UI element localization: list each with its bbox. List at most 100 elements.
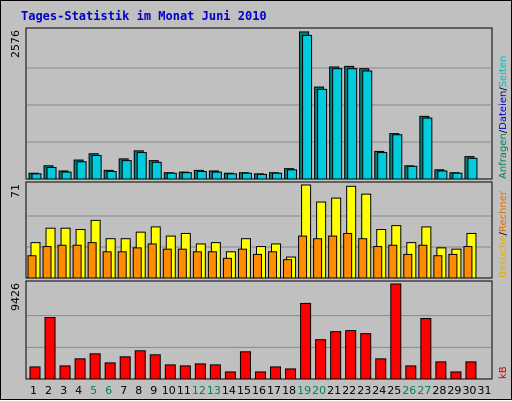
bar-rechner-1 <box>27 255 37 279</box>
bar-kb-4 <box>74 358 86 380</box>
bar-kb-26 <box>405 365 417 380</box>
bar-kb-12 <box>194 363 206 380</box>
legend-entry-visits-0: Besuche <box>498 235 509 278</box>
bar-kb-23 <box>360 333 372 380</box>
x-tick-label-21: 21 <box>327 384 341 397</box>
bar-kb-5 <box>89 353 101 380</box>
x-tick-label-2: 2 <box>45 384 52 397</box>
bar-rechner-11 <box>177 248 187 279</box>
bar-rechner-3 <box>57 244 67 279</box>
legend-hits: Anfragen/Dateien/Seiten <box>498 56 509 179</box>
bar-kb-28 <box>435 361 447 380</box>
bar-dateien-8 <box>136 152 147 180</box>
x-tick-label-26: 26 <box>402 384 416 397</box>
bar-kb-27 <box>420 318 432 380</box>
bar-dateien-24 <box>377 152 388 180</box>
bar-dateien-13 <box>211 171 222 180</box>
bar-dateien-1 <box>31 173 42 180</box>
bar-kb-11 <box>179 365 191 380</box>
bar-kb-3 <box>59 365 71 380</box>
bar-rechner-9 <box>147 243 157 279</box>
bar-rechner-21 <box>328 235 338 279</box>
bar-kb-18 <box>285 368 297 380</box>
x-tick-label-9: 9 <box>150 384 157 397</box>
bar-rechner-13 <box>207 251 217 279</box>
bar-rechner-5 <box>87 242 97 279</box>
x-tick-label-25: 25 <box>387 384 401 397</box>
bar-kb-1 <box>29 366 41 380</box>
bar-kb-8 <box>134 350 146 380</box>
bar-dateien-3 <box>61 171 72 180</box>
bar-rechner-28 <box>433 255 443 279</box>
x-tick-label-24: 24 <box>372 384 386 397</box>
legend-entry-visits-1: / <box>498 231 509 235</box>
bar-rechner-16 <box>252 253 262 279</box>
bar-kb-6 <box>104 362 116 380</box>
x-tick-label-12: 12 <box>192 384 206 397</box>
bar-dateien-12 <box>196 171 207 180</box>
ymax-label-visits: 71 <box>9 184 22 198</box>
panel-kb <box>25 280 493 380</box>
bar-kb-17 <box>270 366 282 380</box>
bar-kb-10 <box>164 364 176 380</box>
bar-rechner-4 <box>72 244 82 279</box>
bar-dateien-30 <box>467 157 478 180</box>
bar-dateien-6 <box>106 171 117 180</box>
bar-kb-29 <box>450 371 462 380</box>
x-tick-label-31: 31 <box>477 384 491 397</box>
panel-hits <box>25 27 493 180</box>
bar-rechner-7 <box>117 251 127 279</box>
legend-entry-hits-4: Seiten <box>498 56 509 88</box>
x-tick-label-17: 17 <box>267 384 281 397</box>
x-tick-label-27: 27 <box>417 384 431 397</box>
bar-kb-7 <box>119 356 131 380</box>
legend-entry-hits-2: Dateien <box>498 91 509 130</box>
bar-rechner-23 <box>358 238 368 279</box>
bar-rechner-19 <box>298 235 308 279</box>
x-tick-label-8: 8 <box>135 384 142 397</box>
x-tick-label-6: 6 <box>105 384 112 397</box>
bar-rechner-14 <box>222 257 232 279</box>
x-tick-label-1: 1 <box>30 384 37 397</box>
bar-rechner-10 <box>162 248 172 279</box>
bar-rechner-20 <box>313 238 323 279</box>
bar-rechner-26 <box>403 253 413 279</box>
x-tick-label-15: 15 <box>237 384 251 397</box>
ymax-label-hits: 2576 <box>9 30 22 58</box>
bar-rechner-8 <box>132 247 142 279</box>
bar-dateien-9 <box>151 161 162 180</box>
bar-rechner-17 <box>268 251 278 279</box>
bar-dateien-2 <box>46 167 57 180</box>
bar-dateien-16 <box>256 173 267 180</box>
bar-dateien-17 <box>272 172 283 180</box>
chart-title: Tages-Statistik im Monat Juni 2010 <box>21 9 267 23</box>
bar-rechner-29 <box>448 253 458 279</box>
bar-kb-20 <box>315 339 327 380</box>
x-tick-label-7: 7 <box>120 384 127 397</box>
bar-kb-9 <box>149 354 161 380</box>
bar-dateien-7 <box>121 160 132 180</box>
legend-kb: kB <box>498 366 509 379</box>
legend-entry-visits-2: Rechner <box>498 190 509 232</box>
bar-rechner-22 <box>343 232 353 279</box>
ymax-label-kb: 9426 <box>9 283 22 311</box>
bar-kb-30 <box>465 361 477 380</box>
bar-rechner-24 <box>373 246 383 279</box>
bar-kb-14 <box>224 371 236 380</box>
legend-entry-hits-3: / <box>498 87 509 91</box>
bar-kb-15 <box>239 351 251 380</box>
bar-dateien-22 <box>347 68 358 180</box>
x-tick-label-14: 14 <box>222 384 236 397</box>
bar-rechner-2 <box>42 246 52 279</box>
x-tick-label-10: 10 <box>162 384 176 397</box>
bar-kb-13 <box>209 364 221 380</box>
legend-entry-hits-0: Anfragen <box>498 133 509 179</box>
bar-dateien-23 <box>362 70 373 180</box>
x-tick-label-3: 3 <box>60 384 67 397</box>
bar-rechner-27 <box>418 244 428 279</box>
bar-rechner-25 <box>388 244 398 279</box>
bar-dateien-29 <box>452 172 463 180</box>
bar-dateien-5 <box>91 154 102 180</box>
x-tick-label-29: 29 <box>447 384 461 397</box>
bar-dateien-27 <box>422 117 433 180</box>
